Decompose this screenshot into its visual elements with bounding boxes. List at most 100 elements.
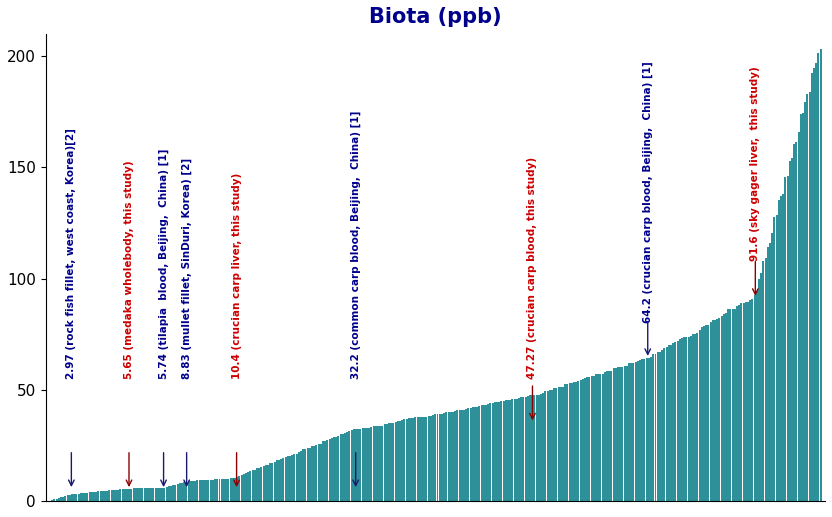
Bar xyxy=(595,374,597,501)
Bar xyxy=(670,345,672,501)
Bar xyxy=(636,361,639,501)
Bar xyxy=(591,376,592,501)
Bar xyxy=(760,273,762,501)
Bar xyxy=(331,438,333,501)
Bar xyxy=(418,417,421,501)
Bar xyxy=(432,415,434,501)
Bar xyxy=(306,448,309,501)
Bar xyxy=(132,489,135,501)
Bar xyxy=(474,407,476,501)
Bar xyxy=(580,379,582,501)
Bar xyxy=(751,298,754,501)
Bar xyxy=(77,494,80,501)
Bar xyxy=(762,261,765,501)
Bar xyxy=(67,495,68,501)
Bar xyxy=(318,444,319,501)
Bar xyxy=(410,418,412,501)
Bar xyxy=(567,384,568,501)
Bar xyxy=(97,491,99,501)
Bar xyxy=(793,144,795,501)
Bar xyxy=(584,378,586,501)
Bar xyxy=(421,417,423,501)
Bar xyxy=(333,437,335,501)
Bar xyxy=(468,408,469,501)
Bar xyxy=(648,358,650,501)
Bar xyxy=(450,412,452,501)
Bar xyxy=(513,400,516,501)
Bar xyxy=(611,371,612,501)
Bar xyxy=(106,491,108,501)
Bar xyxy=(309,448,311,501)
Bar xyxy=(437,414,438,501)
Bar xyxy=(703,326,705,501)
Bar xyxy=(755,291,758,501)
Bar xyxy=(533,395,535,501)
Bar xyxy=(663,348,666,501)
Bar xyxy=(397,421,399,501)
Bar xyxy=(612,368,615,501)
Bar xyxy=(62,496,64,501)
Bar xyxy=(271,463,274,501)
Bar xyxy=(163,488,166,501)
Bar xyxy=(650,357,652,501)
Bar xyxy=(492,403,493,501)
Bar xyxy=(489,403,492,501)
Bar xyxy=(196,480,199,501)
Bar xyxy=(602,374,604,501)
Text: 2.97 (rock fish fillet, west coast, Korea)[2]: 2.97 (rock fish fillet, west coast, Kore… xyxy=(67,128,77,379)
Bar xyxy=(232,478,234,501)
Bar xyxy=(146,489,148,501)
Bar xyxy=(56,498,57,501)
Bar xyxy=(408,418,410,501)
Bar xyxy=(769,242,771,501)
Bar xyxy=(786,176,789,501)
Text: 10.4 (crucian carp liver, this study): 10.4 (crucian carp liver, this study) xyxy=(231,173,241,379)
Bar xyxy=(335,436,337,501)
Bar xyxy=(483,405,485,501)
Bar xyxy=(656,352,659,501)
Bar xyxy=(121,489,124,501)
Bar xyxy=(718,318,721,501)
Bar xyxy=(472,407,473,501)
Bar xyxy=(256,468,258,501)
Bar xyxy=(456,410,458,501)
Bar xyxy=(668,345,670,501)
Bar xyxy=(161,488,163,501)
Text: 8.83 (mullet fillet, SinDuri, Korea) [2]: 8.83 (mullet fillet, SinDuri, Korea) [2] xyxy=(181,158,191,379)
Bar xyxy=(289,456,291,501)
Bar xyxy=(181,482,183,501)
Bar xyxy=(393,422,394,501)
Bar xyxy=(155,489,156,501)
Bar xyxy=(478,406,480,501)
Bar xyxy=(503,401,504,501)
Bar xyxy=(500,401,503,501)
Bar xyxy=(394,421,397,501)
Bar xyxy=(313,446,315,501)
Bar xyxy=(251,470,254,501)
Bar xyxy=(681,338,683,501)
Bar xyxy=(238,476,240,501)
Bar xyxy=(643,359,646,501)
Text: 91.6 (sky gager liver,  this study): 91.6 (sky gager liver, this study) xyxy=(750,66,760,261)
Bar xyxy=(537,395,540,501)
Bar xyxy=(686,337,687,501)
Bar xyxy=(820,49,822,501)
Bar xyxy=(622,367,623,501)
Bar xyxy=(390,422,392,501)
Bar xyxy=(295,453,298,501)
Bar xyxy=(683,337,685,501)
Bar xyxy=(551,390,553,501)
Bar xyxy=(775,216,778,501)
Bar xyxy=(329,439,330,501)
Bar xyxy=(357,429,359,501)
Text: 32.2 (common carp blood, Beijing,  China) [1]: 32.2 (common carp blood, Beijing, China)… xyxy=(350,110,361,379)
Bar xyxy=(370,427,373,501)
Bar xyxy=(73,494,75,501)
Bar xyxy=(626,366,628,501)
Bar xyxy=(731,309,734,501)
Bar xyxy=(414,417,417,501)
Bar xyxy=(721,315,722,501)
Bar xyxy=(137,489,139,501)
Bar xyxy=(520,398,522,501)
Bar xyxy=(463,409,465,501)
